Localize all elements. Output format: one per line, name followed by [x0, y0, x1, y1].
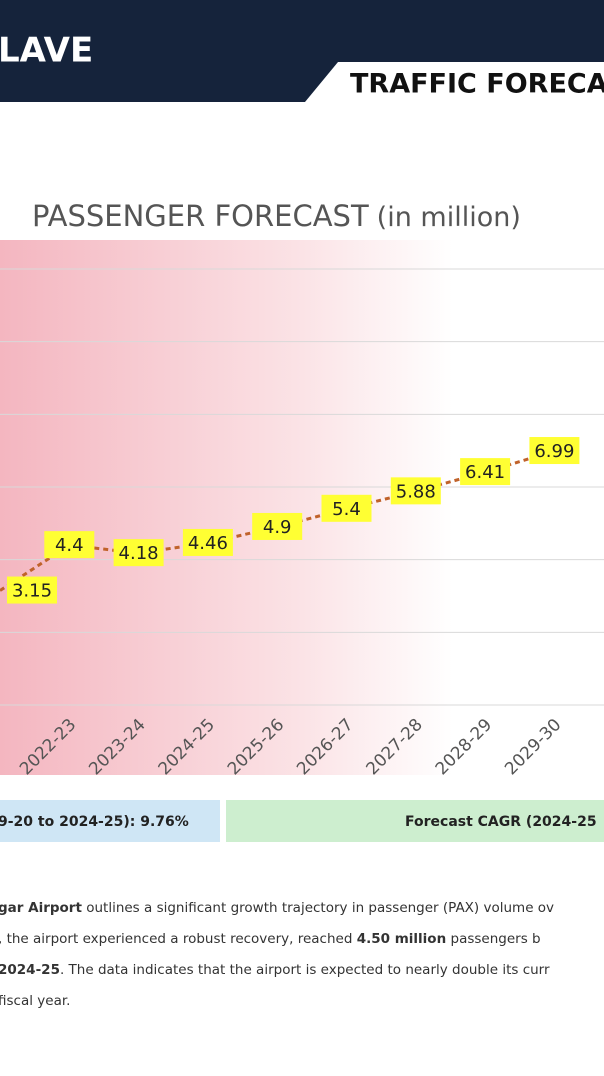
- paragraph-line: 2024-25. The data indicates that the air…: [0, 962, 550, 978]
- paragraph-segment: fiscal year.: [0, 993, 70, 1009]
- data-label-box: [252, 512, 303, 540]
- brand: LAVE: [0, 31, 93, 71]
- data-label: 5.4: [332, 499, 361, 520]
- data-label: 4.4: [55, 535, 84, 556]
- paragraph-line: gar Airport outlines a significant growt…: [0, 900, 554, 916]
- data-label-box: [321, 494, 372, 522]
- data-label: 4.9: [263, 517, 292, 538]
- data-label: 5.88: [396, 481, 436, 502]
- data-label-box: [182, 528, 233, 556]
- data-label-box: [44, 531, 95, 559]
- data-label-box: [390, 477, 441, 505]
- data-label: 6.99: [534, 441, 574, 462]
- data-label: 6.41: [465, 462, 505, 483]
- data-label-box: [7, 576, 57, 604]
- cagr-historical: 9-20 to 2024-25): 9.76%: [0, 814, 189, 830]
- data-label: 4.46: [188, 533, 228, 554]
- chart-title: PASSENGER FORECAST (in million): [32, 199, 521, 233]
- section-title: TRAFFIC FORECA: [350, 69, 604, 100]
- plot-background: [0, 240, 604, 775]
- data-label-box: [529, 437, 580, 465]
- paragraph-segment: 2024-25: [0, 962, 60, 978]
- paragraph-segment: . The data indicates that the airport is…: [60, 962, 550, 978]
- paragraph-segment: , the airport experienced a robust recov…: [0, 931, 357, 947]
- data-label: 3.15: [12, 581, 52, 602]
- paragraph-segment: outlines a significant growth trajectory…: [82, 900, 554, 916]
- cagr-forecast: Forecast CAGR (2024-25: [405, 814, 597, 830]
- paragraph-segment: gar Airport: [0, 900, 82, 916]
- data-label: 4.18: [119, 543, 159, 564]
- cagr-forecast-box: [226, 800, 604, 842]
- paragraph-line: , the airport experienced a robust recov…: [0, 931, 541, 947]
- paragraph-line: fiscal year.: [0, 993, 70, 1009]
- data-label-box: [113, 539, 164, 567]
- paragraph-segment: passengers b: [446, 931, 540, 947]
- paragraph-segment: 4.50 million: [357, 931, 446, 947]
- data-label-box: [460, 458, 511, 486]
- paragraph: gar Airport outlines a significant growt…: [0, 900, 554, 1009]
- cagr-historical-box: [0, 800, 220, 842]
- header-tab: [305, 62, 604, 102]
